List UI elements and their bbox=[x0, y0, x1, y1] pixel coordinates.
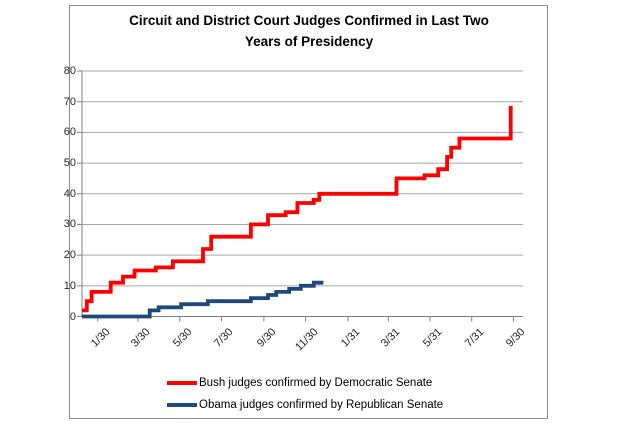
y-axis-label-60: 60 bbox=[63, 126, 76, 139]
obama-line-swatch bbox=[167, 403, 197, 407]
bush-series-line bbox=[82, 105, 513, 313]
bush-line-swatch bbox=[167, 381, 197, 385]
legend-label-bush: Bush judges confirmed by Democratic Sena… bbox=[199, 377, 433, 389]
y-axis-label-80: 80 bbox=[63, 65, 76, 77]
chart-title: Circuit and District Court Judges Confir… bbox=[69, 10, 549, 52]
y-axis-label-50: 50 bbox=[63, 157, 76, 170]
chart-title-line1: Circuit and District Court Judges Confir… bbox=[129, 13, 489, 28]
y-axis-label-10: 10 bbox=[63, 279, 76, 292]
y-axis-label-30: 30 bbox=[63, 218, 76, 231]
chart-title-line2: Years of Presidency bbox=[244, 34, 374, 49]
legend-item-bush: Bush judges confirmed by Democratic Sena… bbox=[167, 376, 443, 390]
y-axis-label-70: 70 bbox=[63, 95, 76, 108]
obama-series-line bbox=[82, 280, 324, 319]
chart-frame bbox=[69, 5, 548, 419]
y-axis-label-20: 20 bbox=[63, 249, 76, 262]
legend-item-obama: Obama judges confirmed by Republican Sen… bbox=[167, 398, 443, 412]
y-axis-label-0: 0 bbox=[69, 310, 76, 323]
legend-label-obama: Obama judges confirmed by Republican Sen… bbox=[199, 399, 444, 411]
y-axis-label-40: 40 bbox=[63, 187, 76, 200]
legend: Bush judges confirmed by Democratic Sena… bbox=[167, 376, 443, 420]
